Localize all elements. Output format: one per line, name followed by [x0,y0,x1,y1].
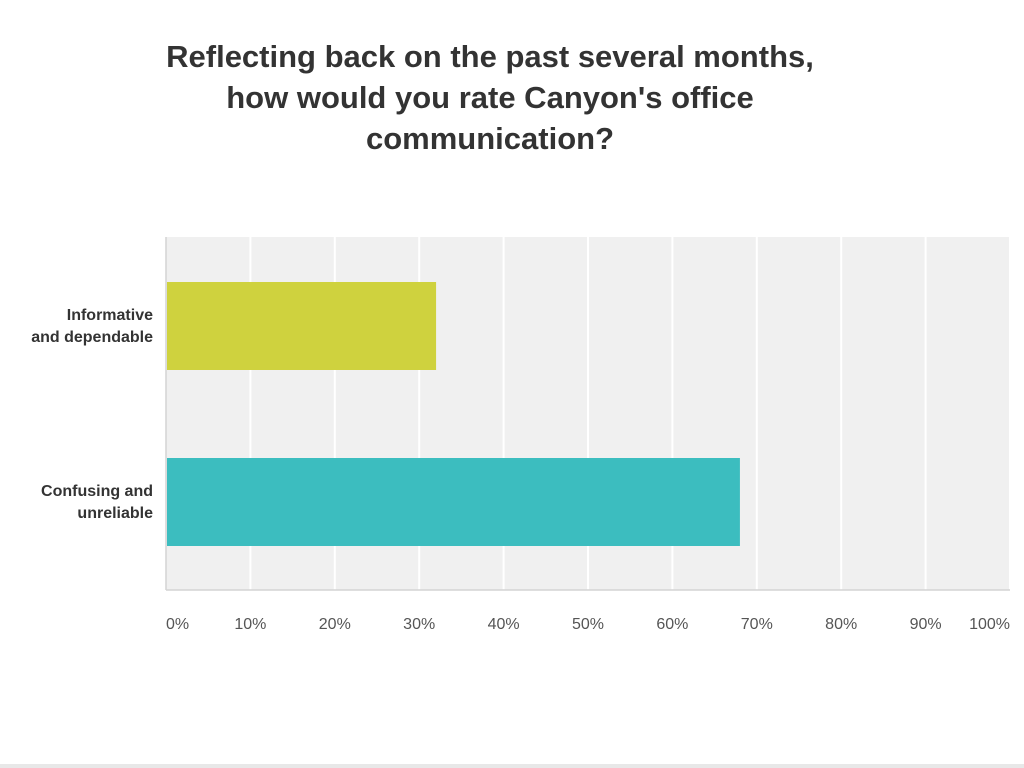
category-label: and dependable [31,329,153,346]
category-label: Confusing and [41,483,153,500]
chart-title: Reflecting back on the past several mont… [90,36,890,159]
category-label: Informative [67,307,153,324]
bottom-divider [0,764,1024,768]
x-tick-label: 70% [741,616,773,633]
x-tick-label: 100% [969,616,1010,633]
x-tick-label: 40% [488,616,520,633]
x-tick-label: 20% [319,616,351,633]
x-tick-label: 80% [825,616,857,633]
category-label: unreliable [77,505,153,522]
x-tick-label: 0% [166,616,189,633]
x-tick-label: 90% [910,616,942,633]
x-tick-label: 50% [572,616,604,633]
chart-title-line-2: how would you rate Canyon's office [226,80,754,115]
bar-2 [167,458,740,546]
bar-1 [167,282,437,370]
chart-title-line-1: Reflecting back on the past several mont… [166,39,814,74]
chart-title-line-3: communication? [365,121,614,156]
x-tick-label: 60% [656,616,688,633]
x-tick-label: 10% [234,616,266,633]
x-tick-label: 30% [403,616,435,633]
